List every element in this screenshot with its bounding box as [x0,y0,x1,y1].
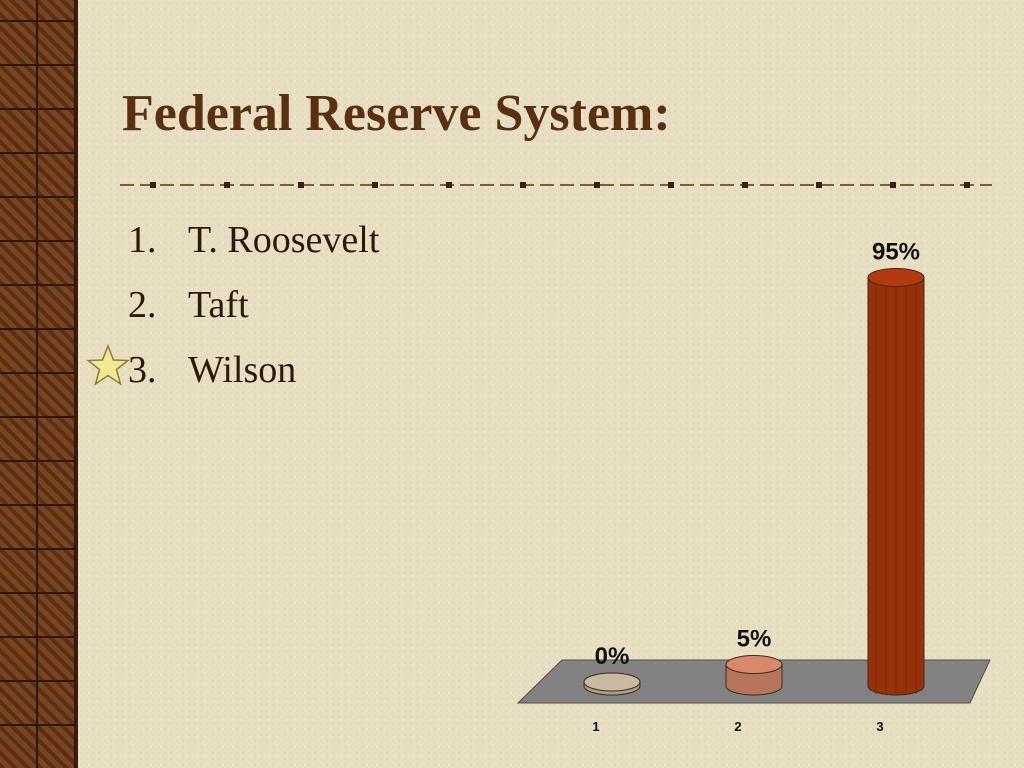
decorative-sidebar [0,0,78,768]
option-label: Taft [188,284,249,326]
option-label: Wilson [188,349,297,391]
bar-1 [583,672,641,696]
answer-option-2: 2. Taft [128,283,379,348]
x-tick-label-1: 1 [592,719,599,734]
answer-options: 1. T. Roosevelt 2. Taft 3. Wilson [128,218,379,413]
answer-option-3: 3. Wilson [128,348,379,413]
x-tick-label-2: 2 [734,719,741,734]
bar-2 [725,655,783,696]
option-number: 1. [128,219,157,261]
title-divider [120,182,992,188]
data-label-2: 5% [737,626,772,653]
slide-title: Federal Reserve System: [122,85,671,142]
data-label-1: 0% [595,643,630,670]
option-label: T. Roosevelt [188,219,380,261]
star-icon [86,344,130,386]
x-tick-label-3: 3 [876,719,883,734]
data-label-3: 95% [872,239,920,266]
results-bar-chart: 0% 1 5% 2 95% 3 [516,239,991,734]
option-number: 2. [128,284,157,326]
option-number: 3. [128,349,157,391]
answer-option-1: 1. T. Roosevelt [128,218,379,283]
bar-3 [867,268,925,696]
